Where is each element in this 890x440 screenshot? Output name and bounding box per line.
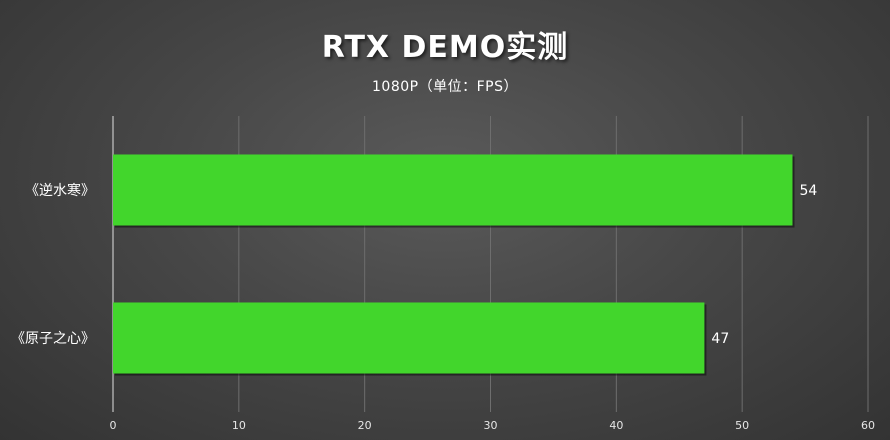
x-tick-label: 40 bbox=[609, 419, 623, 432]
bar-value-label: 54 bbox=[800, 183, 818, 199]
x-tick-label: 30 bbox=[484, 419, 498, 432]
x-tick-label: 10 bbox=[232, 419, 246, 432]
bar bbox=[113, 154, 793, 226]
x-tick-label: 20 bbox=[358, 419, 372, 432]
category-label: 《逆水寒》 bbox=[25, 182, 95, 199]
axis: 0 10 20 30 40 50 60 《逆水寒》《原子之心》 bbox=[11, 182, 875, 432]
bar bbox=[113, 302, 705, 374]
chart-title: RTX DEMO实测 bbox=[321, 30, 569, 65]
chart-subtitle: 1080P（单位：FPS） bbox=[372, 79, 518, 95]
category-label: 《原子之心》 bbox=[11, 331, 95, 347]
x-tick-label: 60 bbox=[861, 419, 875, 432]
x-tick-label: 50 bbox=[735, 419, 749, 432]
x-tick-label: 0 bbox=[110, 419, 117, 432]
bar-value-label: 47 bbox=[711, 331, 729, 347]
bars: 54 47 bbox=[113, 154, 818, 376]
